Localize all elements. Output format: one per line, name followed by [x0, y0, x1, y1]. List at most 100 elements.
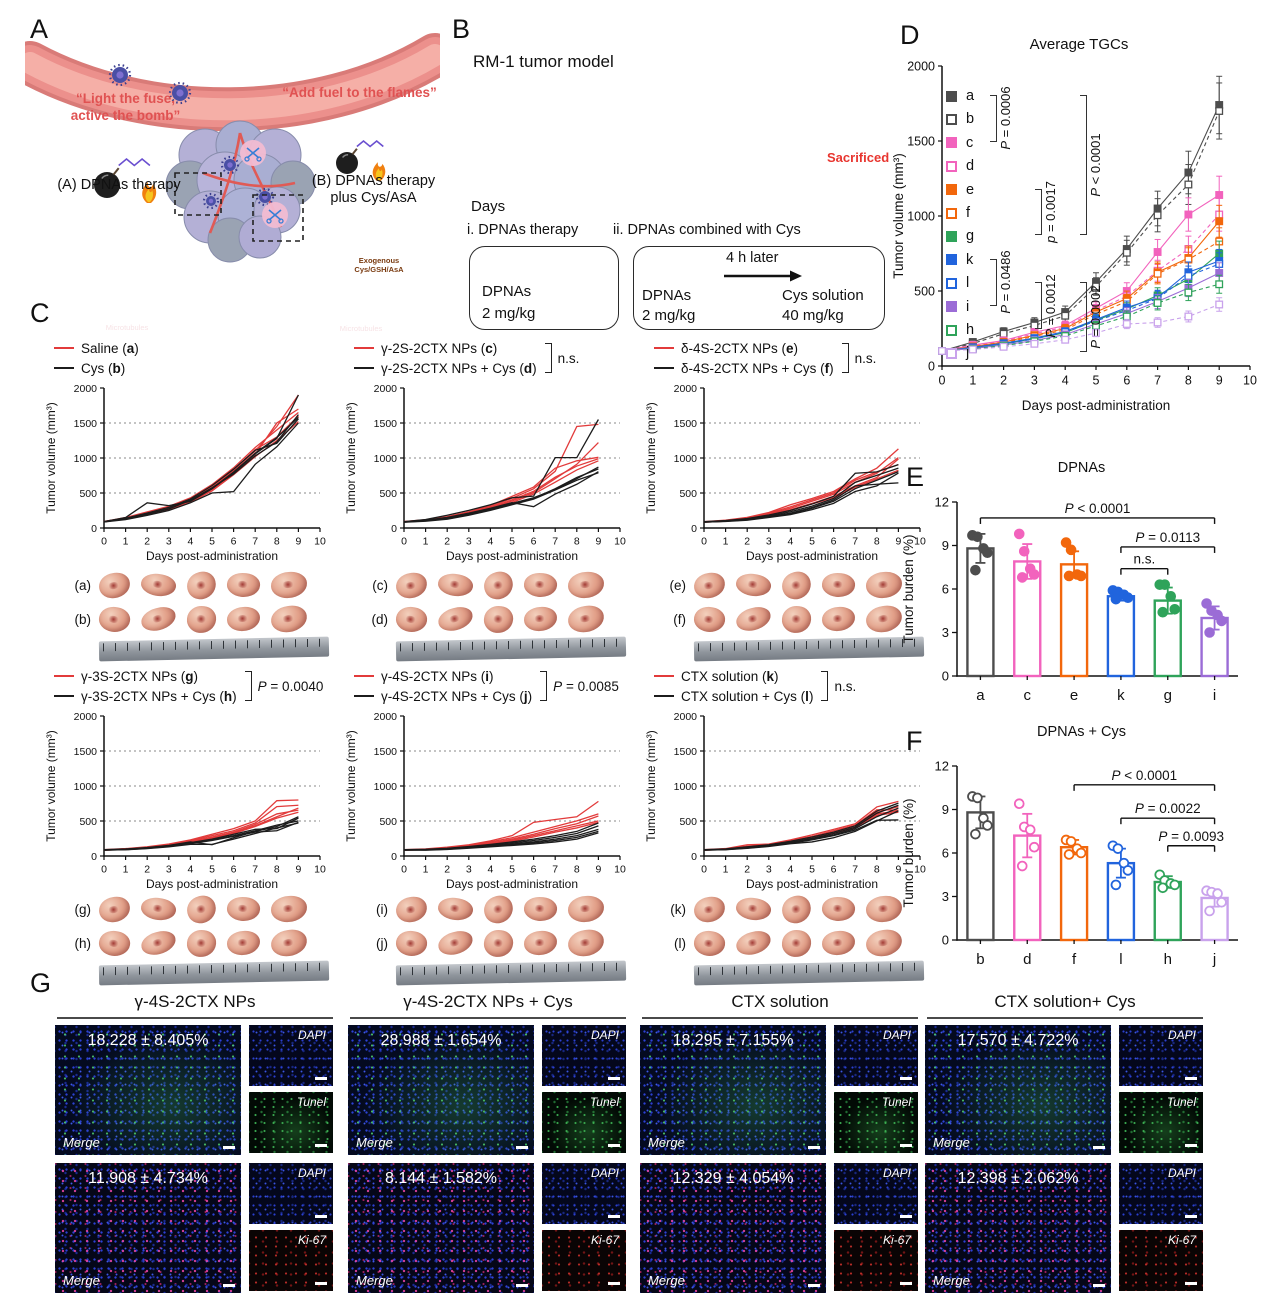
svg-text:5: 5 — [209, 536, 215, 548]
tumor-photos-ij: (i) (j) — [352, 892, 638, 986]
scale-bar — [516, 1146, 528, 1150]
legend-item: γ-3S-2CTX NPs (g) — [54, 666, 237, 686]
svg-text:Days post-administration: Days post-administration — [746, 549, 878, 563]
dapi-image: DAPI — [542, 1025, 626, 1087]
photo-row-label: (d) — [371, 611, 389, 627]
tumor-specimen — [780, 604, 813, 634]
ki67-row: 12.398 ± 2.062% Merge DAPI Ki-67 — [925, 1163, 1205, 1294]
scale-bar — [608, 1144, 620, 1148]
svg-text:P = 0.0113: P = 0.0113 — [1135, 530, 1200, 545]
tumor-growth-plot: 0 500 1000 1500 2000 0 1 2 3 4 5 6 7 8 9 10 Days post-ad… — [340, 380, 636, 569]
svg-text:2: 2 — [744, 864, 750, 876]
dapi-label: DAPI — [297, 1166, 326, 1181]
tunel-image: Tunel — [542, 1092, 626, 1154]
ki67-row: 8.144 ± 1.582% Merge DAPI Ki-67 — [348, 1163, 628, 1294]
ki67-image: Ki-67 — [1119, 1230, 1203, 1292]
chart-legend: Saline (a) Cys (b) — [54, 338, 139, 378]
merge-label: Merge — [933, 1273, 970, 1289]
tumor-photo-row: (i) — [352, 892, 638, 926]
tgc-plot: 0 500 1000 1500 2000 0 1 2 3 4 5 6 7 8 9 10 Days post-ad… — [890, 58, 1268, 419]
legend-item: γ-4S-2CTX NPs + Cys (j) — [354, 686, 532, 706]
tumor-specimen — [394, 570, 429, 600]
dapi-image: DAPI — [542, 1163, 626, 1225]
legend-marker-e — [946, 184, 957, 196]
merge-label: Merge — [356, 1135, 393, 1151]
tumor-specimen — [522, 571, 559, 599]
tumor-growth-plot: 0 500 1000 1500 2000 0 1 2 3 4 5 6 7 8 9 10 Days post-ad… — [340, 708, 636, 897]
comparison-pvalue: P = 0.0006 — [998, 86, 1013, 151]
tumor-specimen — [733, 604, 774, 634]
tumor-specimen — [692, 603, 727, 635]
svg-text:7: 7 — [552, 536, 558, 548]
legend-label: δ-4S-2CTX NPs (e) — [681, 340, 799, 356]
svg-text:1: 1 — [123, 536, 129, 548]
tumor-photo-row: (b) — [55, 602, 341, 636]
legend-marker-i — [946, 301, 957, 313]
header-underline — [350, 1017, 626, 1020]
svg-text:8: 8 — [274, 864, 280, 876]
tumor-specimen — [734, 895, 773, 923]
header-underline — [57, 1017, 333, 1020]
photo-row-label: (c) — [372, 577, 388, 593]
tumor-photos-kl: (k) (l) — [650, 892, 936, 986]
tumor-specimen — [185, 604, 218, 634]
legend-label: γ-2S-2CTX NPs (c) — [381, 340, 498, 356]
ki67-image: Ki-67 — [542, 1230, 626, 1292]
svg-text:8: 8 — [274, 536, 280, 548]
tumor-specimen — [97, 927, 132, 959]
significance-text: P = 0.0085 — [553, 678, 619, 694]
panel-d-label: D — [900, 20, 920, 50]
channel-images: DAPI Tunel — [1119, 1025, 1203, 1155]
svg-text:500: 500 — [79, 816, 97, 828]
legend-letter: b — [966, 111, 975, 128]
svg-text:7: 7 — [552, 864, 558, 876]
chart-legend: CTX solution (k) CTX solution + Cys (l) n.… — [654, 666, 856, 706]
svg-text:12: 12 — [935, 759, 949, 774]
chart-average-tgcs: Average TGCs 0 500 1000 1500 2000 0 1 2 3 4 5 6 7 8 9 1… — [890, 30, 1268, 458]
tumor-specimen — [522, 895, 559, 923]
header-underline — [642, 1017, 918, 1020]
legend-item-d: d — [946, 158, 974, 174]
dapi-label: DAPI — [297, 1028, 326, 1043]
legend-item-e: e — [946, 182, 974, 198]
svg-text:1500: 1500 — [74, 418, 98, 430]
positive-percentage: 18.228 ± 8.405% — [87, 1032, 209, 1050]
svg-text:Tumor volume (mm³): Tumor volume (mm³) — [644, 730, 658, 842]
channel-images: DAPI Ki-67 — [834, 1163, 918, 1293]
svg-text:8: 8 — [874, 864, 880, 876]
treatment-group-title: CTX solution — [731, 992, 829, 1011]
svg-text:10: 10 — [614, 536, 626, 548]
svg-text:3: 3 — [466, 864, 472, 876]
legend-letter: f — [966, 205, 971, 221]
tumor-specimen — [138, 604, 179, 634]
f-bar-svg: 0 3 6 9 12 Tumor burden (%) b d f l h j P < 0.0001 P … — [901, 759, 1238, 968]
legend-label: γ-3S-2CTX NPs + Cys (h) — [81, 688, 237, 704]
tunel-label: Tunel — [1166, 1095, 1196, 1110]
svg-text:Tumor volume (mm³): Tumor volume (mm³) — [44, 402, 58, 514]
svg-text:4: 4 — [787, 536, 793, 548]
tumor-growth-plot: 0 500 1000 1500 2000 0 1 2 3 4 5 6 7 8 9 10 Days post-ad… — [640, 708, 936, 897]
tumor-specimen — [225, 571, 262, 599]
panel-b-label: B — [452, 14, 471, 44]
svg-text:3: 3 — [942, 625, 949, 640]
scale-bar — [608, 1077, 620, 1081]
arrow-icon — [724, 270, 802, 282]
merge-label: Merge — [648, 1135, 685, 1151]
svg-text:1500: 1500 — [674, 746, 698, 758]
comparison-bracket — [1035, 188, 1042, 236]
svg-text:0: 0 — [101, 864, 107, 876]
channel-images: DAPI Ki-67 — [249, 1163, 333, 1293]
tumor-specimen — [184, 892, 219, 926]
tumor-specimen — [692, 927, 727, 959]
red-line-swatch — [354, 675, 374, 677]
panel-a-illustration: “Light the fuse, active the bomb” “Add fu… — [25, 25, 440, 340]
svg-text:5: 5 — [509, 536, 515, 548]
svg-text:10: 10 — [1243, 374, 1257, 388]
right-cell-gsh-label: Endogengous GSH — [298, 258, 348, 276]
legend-letter: h — [966, 322, 975, 338]
svg-text:1: 1 — [723, 864, 729, 876]
tumor-photo-row: (a) — [55, 568, 341, 602]
positive-percentage: 12.329 ± 4.054% — [672, 1170, 794, 1188]
svg-text:6: 6 — [942, 582, 949, 597]
svg-text:2000: 2000 — [674, 383, 698, 395]
